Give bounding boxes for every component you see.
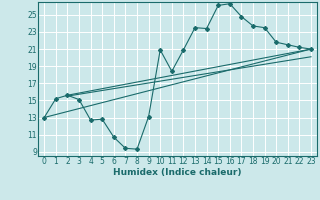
X-axis label: Humidex (Indice chaleur): Humidex (Indice chaleur): [113, 168, 242, 177]
